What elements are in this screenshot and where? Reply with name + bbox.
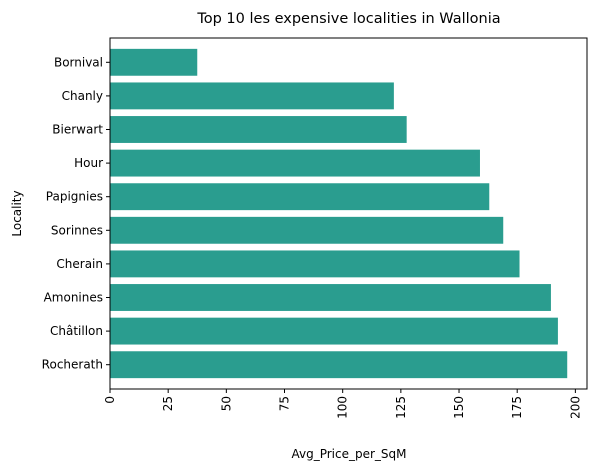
y-axis-label: Locality [10, 190, 24, 236]
bar-papignies [110, 183, 490, 211]
x-tick-label: 75 [278, 396, 292, 411]
plot-frame [109, 37, 588, 390]
bar-bierwart [110, 116, 407, 143]
y-tick-label: Châtillon [50, 324, 103, 338]
y-tick-label: Hour [74, 156, 103, 170]
x-tick-label: 0 [103, 396, 117, 404]
y-tick-label: Cherain [56, 257, 103, 271]
bar-chanly [110, 82, 394, 110]
bar-ch-tillon [110, 317, 558, 345]
x-tick-label: 175 [510, 396, 524, 419]
y-tick-label: Sorinnes [51, 223, 103, 237]
x-tick-label: 50 [219, 396, 233, 411]
bar-cherain [110, 250, 520, 278]
x-tick-label: 200 [568, 396, 582, 419]
x-tick-label: 25 [161, 396, 175, 411]
y-tick-label: Chanly [62, 89, 103, 103]
y-tick-label: Bornival [54, 55, 103, 69]
y-axis-ticks: Bornival Chanly Bierwart Hour Papignies Sorin… [42, 55, 110, 372]
bar-sorinnes [110, 216, 504, 244]
chart-title: Top 10 les expensive localities in Wallo… [196, 11, 500, 27]
bar-hour [110, 149, 480, 177]
bar-rocherath [110, 351, 568, 379]
x-tick-label: 125 [394, 396, 408, 419]
y-tick-label: Rocherath [42, 358, 103, 372]
y-tick-label: Papignies [46, 190, 103, 204]
bar-amonines [110, 284, 551, 311]
x-axis-ticks: 0 25 50 75 100 125 150 175 200 [103, 389, 582, 419]
x-axis-label: Avg_Price_per_SqM [291, 447, 406, 461]
bars-group [110, 48, 568, 379]
y-tick-label: Amonines [44, 291, 103, 305]
x-tick-label: 150 [452, 396, 466, 419]
bar-bornival [110, 48, 198, 76]
x-tick-label: 100 [336, 396, 350, 419]
y-tick-label: Bierwart [52, 123, 103, 137]
